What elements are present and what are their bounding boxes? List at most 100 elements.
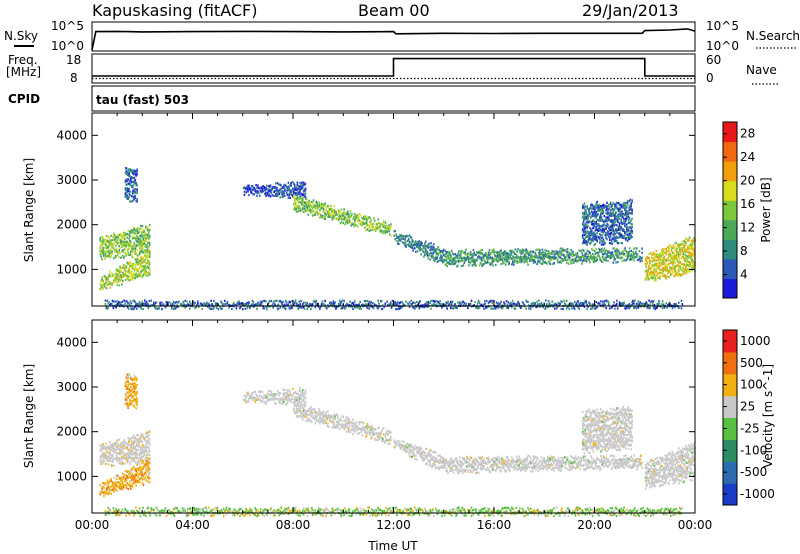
- echo-cell: [310, 303, 313, 306]
- echo-cell: [583, 253, 586, 256]
- echo-cell: [473, 253, 475, 256]
- echo-cell: [131, 451, 134, 454]
- echo-cell: [594, 252, 597, 256]
- echo-region-2: [99, 251, 151, 291]
- echo-cell: [669, 273, 672, 276]
- echo-cell: [315, 200, 318, 203]
- echo-cell: [360, 220, 362, 223]
- echo-cell: [565, 258, 567, 261]
- echo-cell: [355, 224, 357, 227]
- echo-cell: [572, 261, 574, 264]
- echo-cell: [318, 204, 320, 208]
- echo-cell: [582, 248, 584, 251]
- echo-cell: [372, 228, 374, 231]
- echo-cell: [131, 256, 134, 259]
- echo-cell: [141, 244, 144, 247]
- echo-cell: [354, 213, 356, 216]
- echo-cell: [131, 308, 134, 311]
- echo-cell: [659, 253, 661, 256]
- echo-cell: [238, 302, 240, 305]
- echo-cell: [111, 460, 113, 463]
- echo-cell: [125, 167, 128, 170]
- echo-cell: [140, 234, 143, 237]
- echo-cell: [300, 187, 302, 191]
- echo-cell: [381, 222, 383, 225]
- echo-cell: [477, 255, 480, 258]
- echo-cell: [276, 190, 279, 193]
- echo-cell: [679, 266, 682, 269]
- echo-cell: [514, 307, 517, 310]
- echo-cell: [129, 241, 131, 245]
- echo-cell: [631, 300, 633, 304]
- echo-cell: [649, 267, 651, 270]
- echo-cell: [297, 206, 300, 209]
- echo-cell: [146, 244, 148, 247]
- echo-cell: [296, 181, 299, 184]
- echo-cell: [600, 219, 603, 222]
- echo-cell: [328, 301, 331, 304]
- echo-cell: [608, 232, 610, 235]
- echo-cell: [294, 202, 297, 205]
- echo-cell: [620, 236, 623, 239]
- echo-cell: [678, 254, 680, 258]
- echo-cell: [676, 264, 678, 267]
- echo-cell: [323, 204, 326, 207]
- echo-cell: [344, 223, 346, 226]
- echo-cell: [348, 220, 351, 224]
- echo-cell: [618, 236, 621, 239]
- echo-cell: [589, 302, 591, 305]
- echo-cell: [580, 301, 582, 305]
- echo-cell: [540, 257, 543, 260]
- echo-cell: [655, 270, 658, 273]
- echo-cell: [513, 302, 516, 305]
- echo-cell: [302, 189, 305, 192]
- echo-cell: [310, 204, 312, 207]
- echo-cell: [374, 226, 377, 229]
- echo-cell: [660, 305, 662, 308]
- echo-cell: [686, 237, 688, 240]
- echo-cell: [183, 303, 186, 306]
- echo-cell: [583, 255, 586, 258]
- echo-cell: [568, 256, 571, 260]
- echo-cell: [595, 215, 597, 218]
- echo-cell: [144, 268, 146, 271]
- echo-cell: [116, 300, 118, 303]
- echo-cell: [459, 251, 462, 254]
- echo-cell: [268, 185, 271, 188]
- echo-cell: [182, 300, 185, 303]
- echo-cell: [259, 303, 262, 306]
- echo-cell: [673, 254, 676, 257]
- echo-cell: [663, 255, 666, 259]
- echo-cell: [454, 306, 457, 309]
- colorbar-swatch: [723, 122, 737, 143]
- echo-cell: [295, 197, 298, 200]
- echo-cell: [140, 243, 143, 246]
- echo-cell: [107, 302, 109, 305]
- echo-cell: [594, 222, 597, 225]
- echo-cell: [594, 307, 597, 310]
- echo-cell: [280, 190, 282, 193]
- echo-cell: [126, 300, 128, 303]
- echo-cell: [479, 252, 482, 255]
- echo-cell: [110, 275, 112, 278]
- echo-cell: [455, 260, 457, 263]
- echo-cell: [113, 238, 116, 241]
- echo-cell: [597, 252, 599, 255]
- echo-cell: [669, 253, 672, 256]
- echo-cell: [377, 226, 380, 230]
- echo-cell: [652, 300, 655, 303]
- echo-cell: [435, 303, 438, 306]
- echo-cell: [131, 448, 134, 451]
- echo-cell: [618, 249, 620, 252]
- echo-cell: [685, 260, 687, 263]
- echo-cell: [632, 299, 634, 302]
- echo-cell: [507, 258, 510, 261]
- echo-cell: [537, 303, 539, 306]
- echo-cell: [118, 268, 120, 271]
- echo-cell: [118, 255, 120, 259]
- echo-cell: [128, 233, 130, 236]
- echo-cell: [358, 213, 361, 216]
- echo-cell: [119, 238, 121, 241]
- echo-cell: [113, 451, 116, 454]
- echo-cell: [290, 193, 292, 196]
